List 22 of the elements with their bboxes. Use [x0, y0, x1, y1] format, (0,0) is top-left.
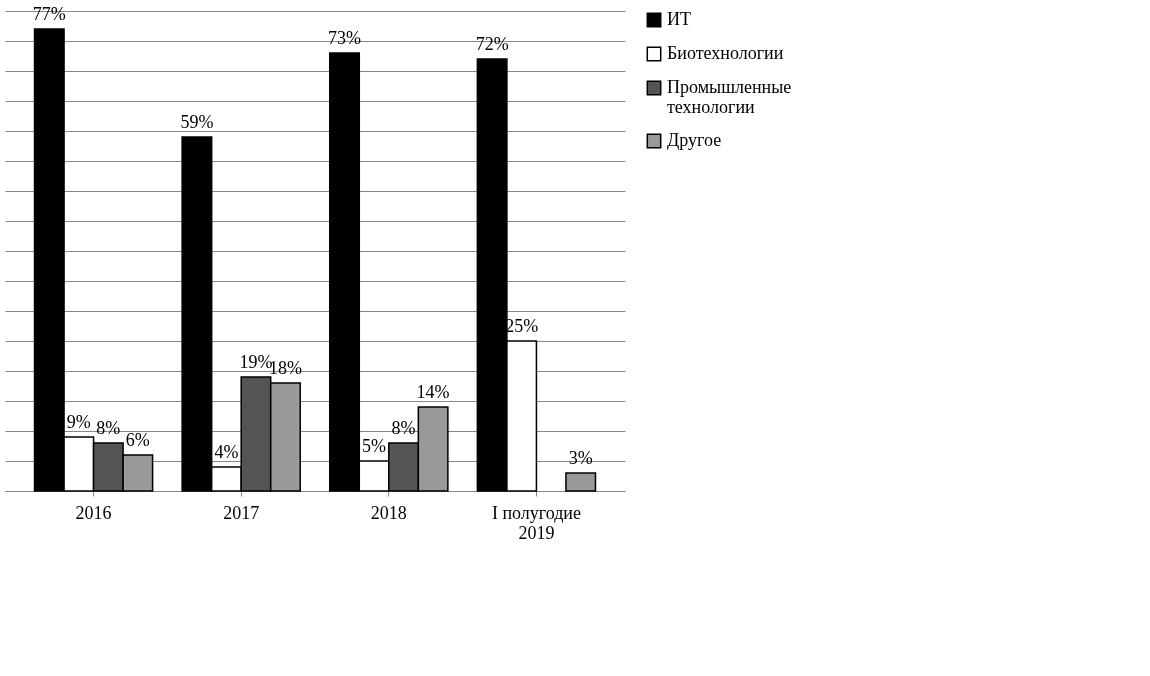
x-tick-label: I полугодие 2019 — [491, 502, 581, 543]
data-label: 4% — [214, 442, 239, 462]
bar — [565, 472, 597, 492]
data-label: 19% — [239, 352, 273, 372]
legend-label: Промышленные технологии — [667, 77, 792, 117]
data-label: 5% — [362, 436, 387, 456]
data-label: 14% — [416, 382, 450, 402]
data-label: 59% — [180, 112, 214, 132]
data-label: 8% — [391, 418, 416, 438]
legend-label: Другое — [667, 130, 722, 150]
data-label: 6% — [125, 430, 150, 450]
legend-label: ИТ — [667, 9, 691, 29]
data-label: 8% — [96, 418, 121, 438]
x-tick-label: 2017 — [223, 502, 260, 523]
data-label: 3% — [568, 448, 593, 468]
data-label: 72% — [475, 34, 509, 54]
data-label: 73% — [328, 28, 362, 48]
x-tick-label: 2018 — [370, 502, 407, 523]
legend-label: Биотехнологии — [667, 43, 784, 63]
data-label: 77% — [32, 4, 66, 24]
data-label: 9% — [66, 412, 91, 432]
x-tick-label: 2016 — [75, 502, 112, 523]
